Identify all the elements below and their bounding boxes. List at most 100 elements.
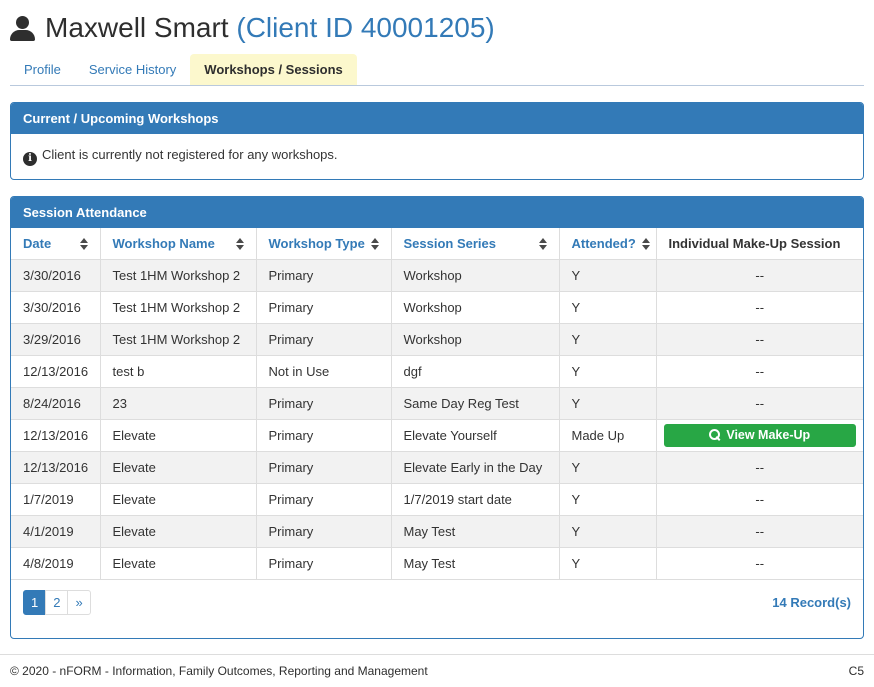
- cell-session-series: Elevate Yourself: [390, 419, 560, 452]
- cell-session-series: Elevate Early in the Day: [390, 451, 560, 484]
- cell-attended: Y: [558, 451, 657, 484]
- page-header: Maxwell Smart (Client ID 40001205): [10, 0, 864, 44]
- tab-service-history[interactable]: Service History: [88, 62, 177, 77]
- sort-arrows-icon[interactable]: [80, 238, 88, 250]
- cell-workshop-name: Test 1HM Workshop 2: [99, 259, 257, 292]
- table-row: 1/7/2019 Elevate Primary 1/7/2019 start dat…: [11, 483, 863, 516]
- upcoming-workshops-message: Client is currently not registered for a…: [42, 147, 338, 162]
- cell-make-up: --: [655, 323, 863, 356]
- column-header-session-series[interactable]: Session Series: [390, 228, 560, 260]
- footer-divider: [0, 654, 874, 655]
- cell-workshop-type: Primary: [255, 483, 392, 516]
- tab-workshops-sessions[interactable]: Workshops / Sessions: [190, 54, 357, 85]
- cell-make-up: View Make-Up: [655, 419, 863, 452]
- cell-make-up: --: [655, 515, 863, 548]
- column-header-individual-make-up-session: Individual Make-Up Session: [655, 228, 863, 260]
- cell-workshop-name: 23: [99, 387, 257, 420]
- table-row: 12/13/2016 Elevate Primary Elevate Yourself…: [11, 419, 863, 452]
- cell-workshop-name: test b: [99, 355, 257, 388]
- cell-workshop-type: Primary: [255, 323, 392, 356]
- column-label: Session Series: [403, 236, 497, 251]
- table-row: 4/8/2019 Elevate Primary May Test Y --: [11, 547, 863, 580]
- cell-make-up: --: [655, 355, 863, 388]
- cell-workshop-type: Primary: [255, 547, 392, 580]
- tab-bar: Profile Service History Workshops / Sess…: [10, 54, 864, 86]
- cell-make-up: --: [655, 483, 863, 516]
- client-name: Maxwell Smart: [45, 12, 229, 43]
- cell-make-up: --: [655, 259, 863, 292]
- sort-arrows-icon[interactable]: [539, 238, 547, 250]
- cell-workshop-type: Primary: [255, 419, 392, 452]
- record-count: 14 Record(s): [772, 595, 851, 610]
- cell-attended: Y: [558, 483, 657, 516]
- cell-workshop-type: Primary: [255, 259, 392, 292]
- column-label: Workshop Type: [268, 236, 365, 251]
- cell-date: 12/13/2016: [11, 355, 101, 388]
- cell-date: 4/1/2019: [11, 515, 101, 548]
- footer-copyright: © 2020 - nFORM - Information, Family Out…: [10, 664, 428, 678]
- cell-workshop-type: Primary: [255, 451, 392, 484]
- cell-session-series: dgf: [390, 355, 560, 388]
- session-attendance-table: Date Workshop Name Workshop Type Session…: [11, 228, 863, 580]
- cell-attended: Y: [558, 515, 657, 548]
- cell-attended: Y: [558, 291, 657, 324]
- column-header-workshop-type[interactable]: Workshop Type: [255, 228, 392, 260]
- sort-arrows-icon[interactable]: [371, 238, 379, 250]
- cell-attended: Y: [558, 259, 657, 292]
- footer-page-code: C5: [848, 664, 864, 678]
- page-button-2[interactable]: 2: [45, 590, 69, 615]
- cell-session-series: May Test: [390, 547, 560, 580]
- column-label: Workshop Name: [112, 236, 215, 251]
- sort-arrows-icon[interactable]: [642, 238, 650, 250]
- table-row: 8/24/2016 23 Primary Same Day Reg Test Y --: [11, 387, 863, 420]
- table-row: 4/1/2019 Elevate Primary May Test Y --: [11, 515, 863, 548]
- table-row: 3/29/2016 Test 1HM Workshop 2 Primary Works…: [11, 323, 863, 356]
- cell-make-up: --: [655, 451, 863, 484]
- cell-workshop-name: Elevate: [99, 483, 257, 516]
- cell-workshop-type: Primary: [255, 515, 392, 548]
- cell-date: 4/8/2019: [11, 547, 101, 580]
- client-id: (Client ID 40001205): [236, 12, 495, 43]
- cell-attended: Y: [558, 355, 657, 388]
- page-button-»[interactable]: »: [67, 590, 91, 615]
- cell-date: 3/30/2016: [11, 259, 101, 292]
- tab-profile[interactable]: Profile: [24, 62, 61, 77]
- table-row: 3/30/2016 Test 1HM Workshop 2 Primary Works…: [11, 259, 863, 292]
- cell-attended: Y: [558, 323, 657, 356]
- cell-workshop-type: Not in Use: [255, 355, 392, 388]
- upcoming-workshops-panel: Current / Upcoming Workshops Client is c…: [10, 102, 864, 180]
- sort-arrows-icon[interactable]: [236, 238, 244, 250]
- cell-date: 12/13/2016: [11, 451, 101, 484]
- upcoming-workshops-message-row: Client is currently not registered for a…: [11, 134, 863, 179]
- column-label: Date: [23, 236, 52, 251]
- pagination: 1 2»: [23, 590, 91, 615]
- cell-date: 3/29/2016: [11, 323, 101, 356]
- column-header-workshop-name[interactable]: Workshop Name: [99, 228, 257, 260]
- cell-make-up: --: [655, 547, 863, 580]
- cell-date: 1/7/2019: [11, 483, 101, 516]
- view-make-up-button[interactable]: View Make-Up: [663, 424, 856, 447]
- cell-workshop-type: Primary: [255, 291, 392, 324]
- page-footer: © 2020 - nFORM - Information, Family Out…: [0, 655, 874, 687]
- cell-session-series: Workshop: [390, 259, 560, 292]
- cell-session-series: 1/7/2019 start date: [390, 483, 560, 516]
- column-header-attended[interactable]: Attended?: [558, 228, 657, 260]
- column-header-date[interactable]: Date: [11, 228, 101, 260]
- cell-workshop-name: Elevate: [99, 515, 257, 548]
- upcoming-workshops-panel-title: Current / Upcoming Workshops: [11, 103, 863, 134]
- cell-session-series: May Test: [390, 515, 560, 548]
- table-row: 12/13/2016 Elevate Primary Elevate Early in…: [11, 451, 863, 484]
- page-title: Maxwell Smart (Client ID 40001205): [45, 12, 495, 44]
- cell-date: 3/30/2016: [11, 291, 101, 324]
- cell-make-up: --: [655, 291, 863, 324]
- session-attendance-panel: Session Attendance Date Workshop Name Wo…: [10, 196, 864, 639]
- cell-workshop-type: Primary: [255, 387, 392, 420]
- info-circle-icon: [23, 152, 37, 166]
- attendance-table-body: 3/30/2016 Test 1HM Workshop 2 Primary Works…: [11, 259, 863, 580]
- cell-workshop-name: Elevate: [99, 419, 257, 452]
- table-row: 3/30/2016 Test 1HM Workshop 2 Primary Works…: [11, 291, 863, 324]
- cell-session-series: Workshop: [390, 291, 560, 324]
- column-label: Attended?: [571, 236, 636, 251]
- page-button-1[interactable]: 1: [23, 590, 47, 615]
- cell-workshop-name: Elevate: [99, 547, 257, 580]
